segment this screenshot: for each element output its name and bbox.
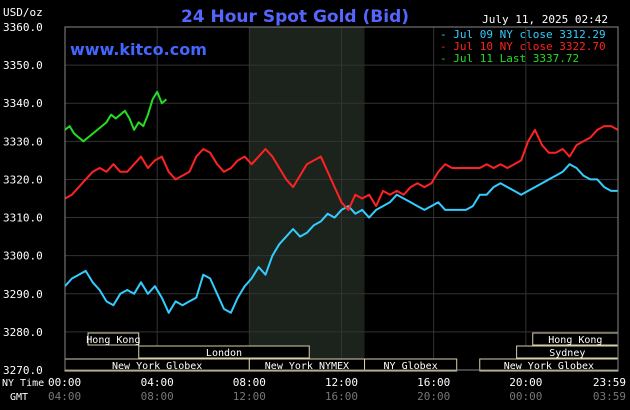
session-bar: Hong Kong xyxy=(532,332,619,346)
timestamp: July 11, 2025 02:42 xyxy=(482,13,608,26)
session-label: Hong Kong xyxy=(548,335,602,346)
session-bar: Hong Kong xyxy=(86,332,140,346)
x-axis-ticks: 00:0004:0004:0008:0008:0012:0012:0016:00… xyxy=(48,376,626,403)
session-label: New York Globex xyxy=(112,361,202,372)
nymex-highlight-layer xyxy=(249,27,365,370)
chart-title: 24 Hour Spot Gold (Bid) xyxy=(181,7,409,27)
x-tick-ny: 16:00 xyxy=(417,376,450,389)
y-tick-label: 3320.0 xyxy=(3,173,43,186)
series-line-jul-09 xyxy=(64,163,618,314)
session-bars: Hong Kong London New York Globex New York N… xyxy=(64,332,619,372)
session-bar-box xyxy=(138,345,310,359)
x-tick-ny: 08:00 xyxy=(233,376,266,389)
legend-jul09: - Jul 09 NY close 3312.29 xyxy=(440,28,606,41)
session-label: New York NYMEX xyxy=(265,361,349,372)
x-tick-gmt: 08:00 xyxy=(141,390,174,403)
x-tick-ny: 12:00 xyxy=(325,376,358,389)
y-tick-label: 3330.0 xyxy=(3,135,43,148)
session-bar-box xyxy=(87,332,140,346)
y-tick-label: 3280.0 xyxy=(3,326,43,339)
y-tick-label: 3350.0 xyxy=(3,59,43,72)
x-tick-gmt: 12:00 xyxy=(233,390,266,403)
session-label: Hong Kong xyxy=(86,335,140,346)
nymex-highlight xyxy=(249,27,365,370)
x-tick-ny: 04:00 xyxy=(141,376,174,389)
site-url: www.kitco.com xyxy=(70,40,207,59)
session-bar: London xyxy=(138,345,310,359)
y-tick-label: 3270.0 xyxy=(3,364,43,377)
y-tick-label: 3290.0 xyxy=(3,288,43,301)
y-tick-label: 3360.0 xyxy=(3,21,43,34)
grid-layer xyxy=(65,27,618,370)
x-tick-ny: 20:00 xyxy=(509,376,542,389)
plot-frame xyxy=(64,26,619,371)
x-tick-gmt: 03:59 xyxy=(593,390,626,403)
ny-time-row-label: NY Time xyxy=(2,378,44,389)
session-label: New York Globex xyxy=(504,361,594,372)
session-label: London xyxy=(206,348,242,359)
y-tick-label: 3300.0 xyxy=(3,250,43,263)
series-line-jul-11 xyxy=(64,90,168,143)
series-layer xyxy=(64,90,619,314)
x-tick-gmt: 20:00 xyxy=(417,390,450,403)
session-bar-box xyxy=(364,358,458,372)
y-tick-label: 3340.0 xyxy=(3,97,43,110)
x-tick-gmt: 16:00 xyxy=(325,390,358,403)
legend-jul10: - Jul 10 NY close 3322.70 xyxy=(440,40,606,53)
y-axis-ticks: 3270.0 3280.0 3290.0 3300.0 3310.0 3320.0 3330… xyxy=(3,21,43,377)
y-tick-label: 3310.0 xyxy=(3,212,43,225)
y-unit-label: USD/oz xyxy=(3,6,43,19)
x-tick-gmt: 04:00 xyxy=(48,390,81,403)
session-bar: NY Globex xyxy=(364,358,458,372)
x-tick-ny: 00:00 xyxy=(48,376,81,389)
x-tick-ny: 23:59 xyxy=(593,376,626,389)
legend-jul11: - Jul 11 Last 3337.72 xyxy=(440,52,579,65)
session-bar: Sydney xyxy=(516,345,619,359)
series-line-jul-10 xyxy=(64,125,619,211)
x-tick-gmt: 00:00 xyxy=(509,390,542,403)
session-label: NY Globex xyxy=(384,361,438,372)
gmt-row-label: GMT xyxy=(10,392,28,403)
session-label: Sydney xyxy=(549,348,585,359)
